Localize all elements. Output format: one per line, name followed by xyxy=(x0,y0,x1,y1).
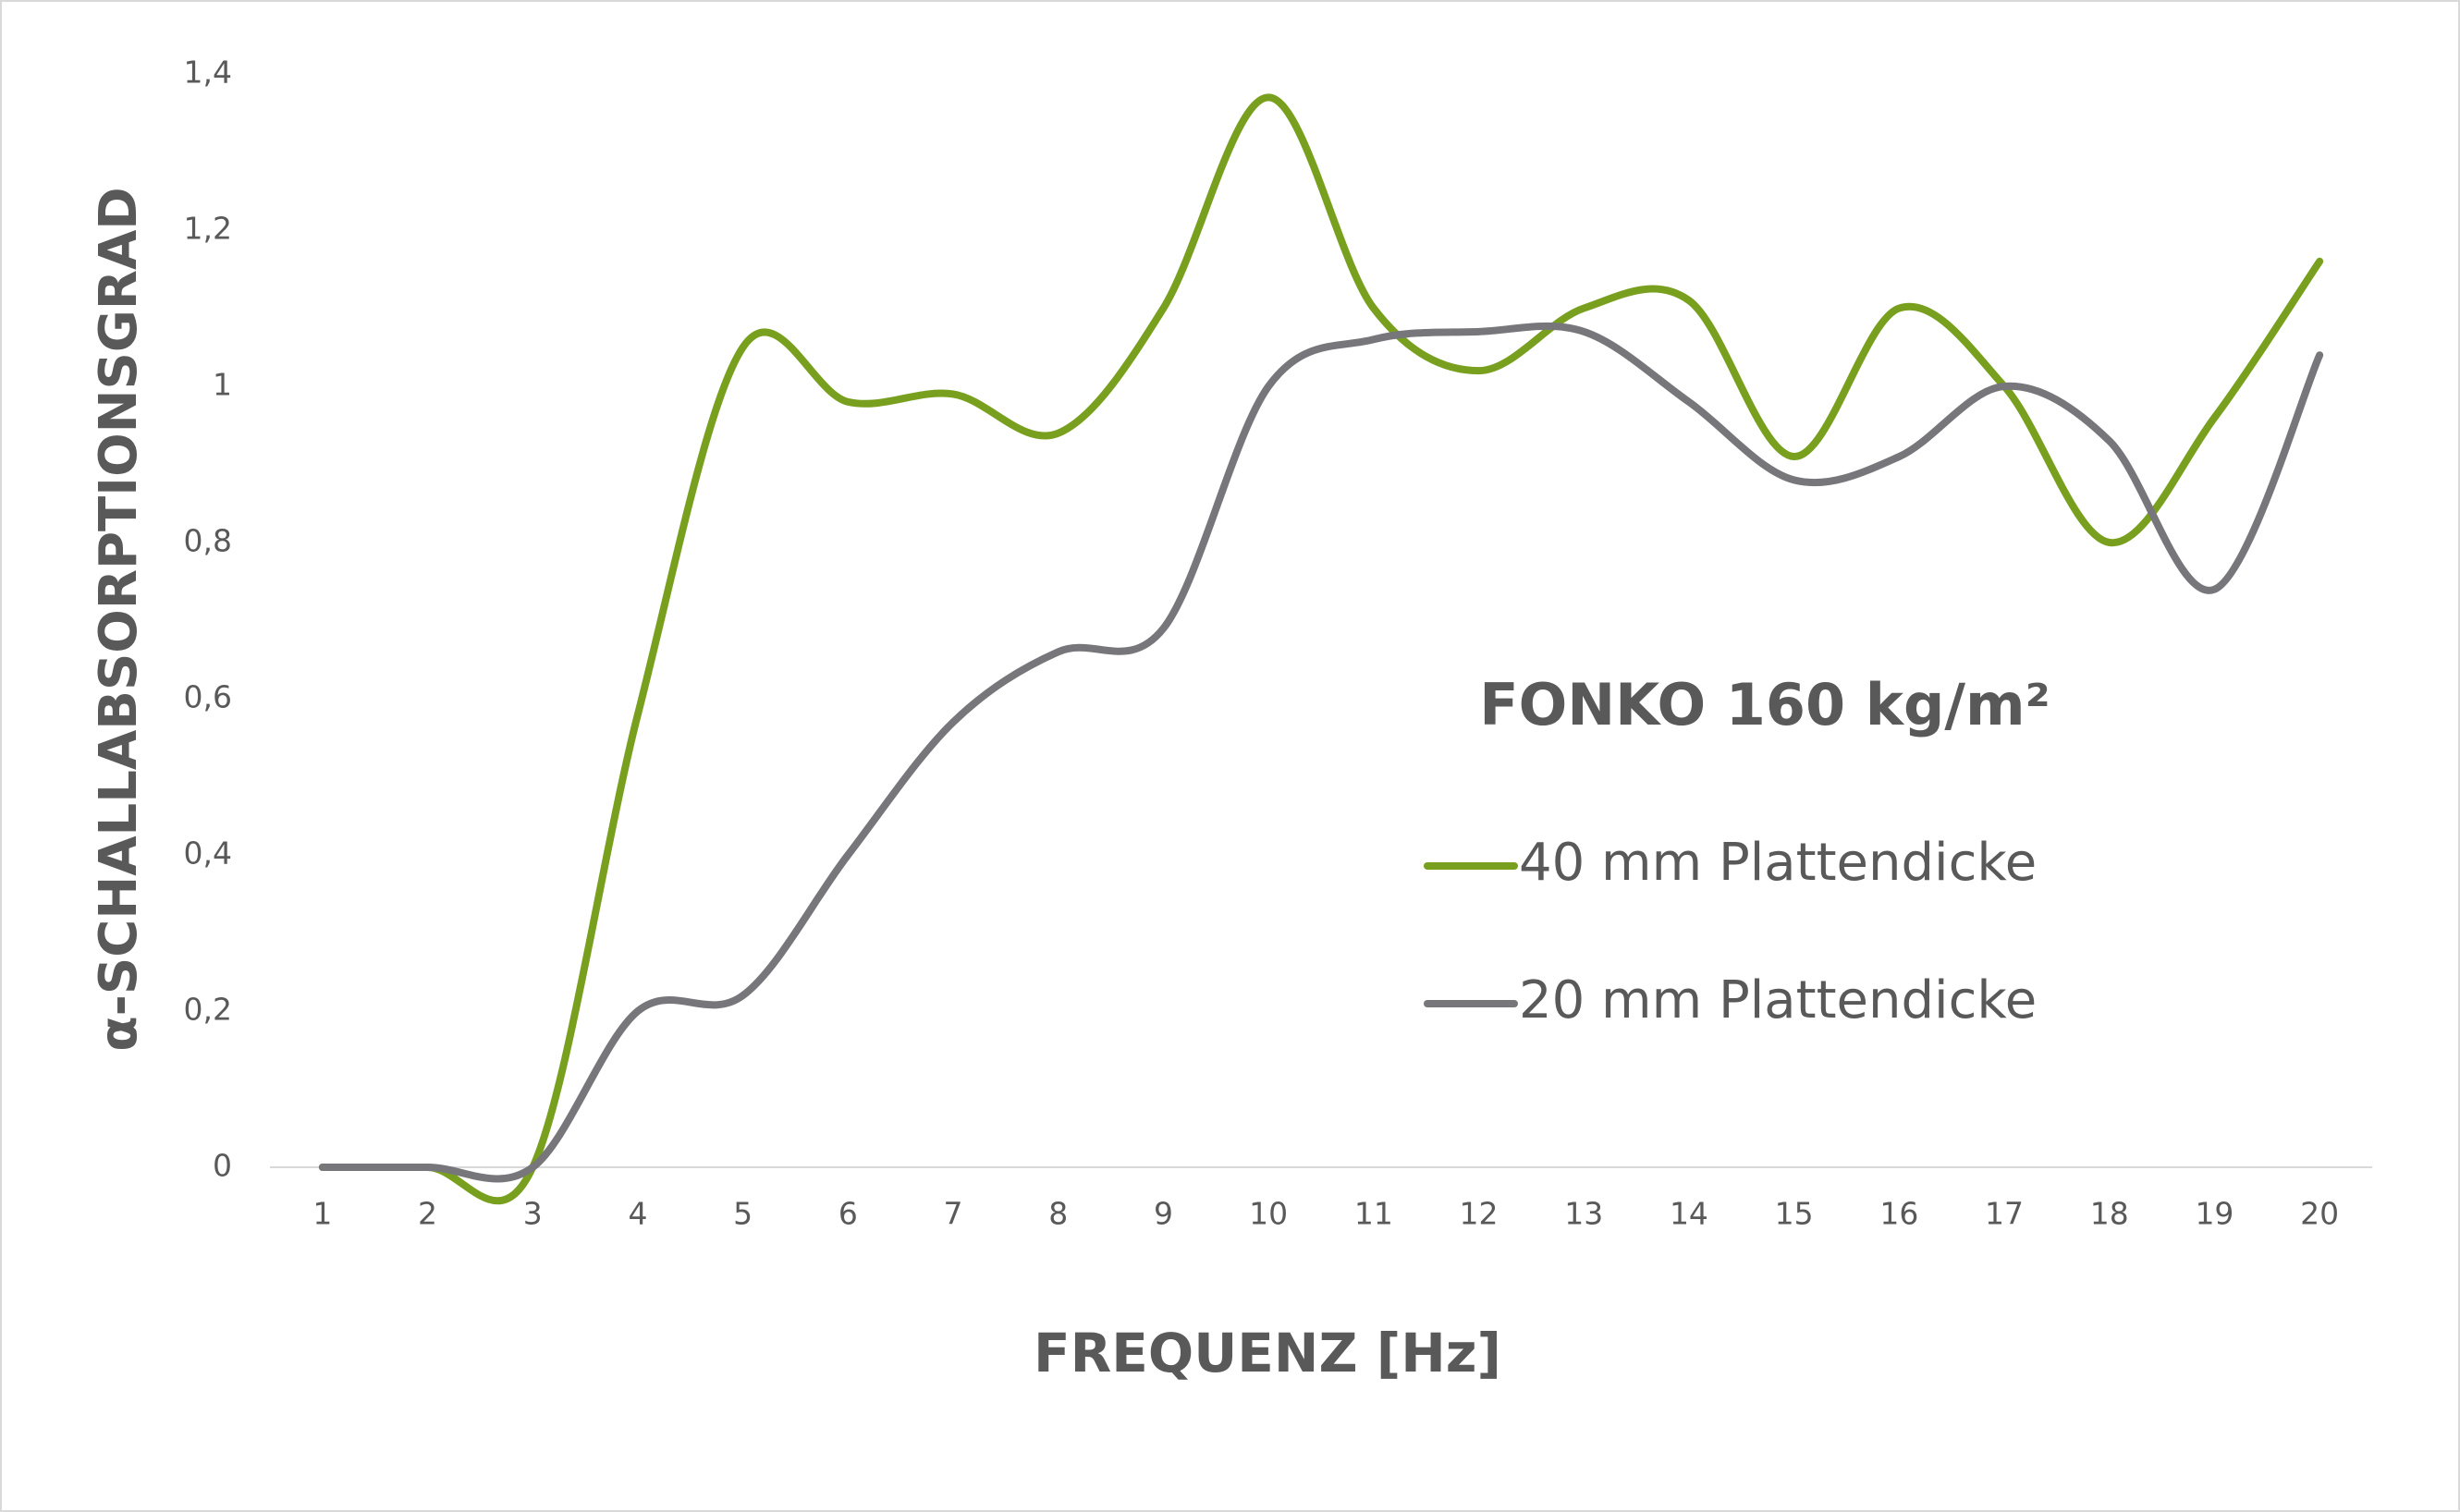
x-tick-label: 9 xyxy=(1154,1196,1173,1232)
y-tick-label: 1,4 xyxy=(184,55,232,91)
x-tick-label: 16 xyxy=(1879,1196,1918,1232)
y-tick-label: 0,4 xyxy=(184,835,232,872)
x-tick-label: 13 xyxy=(1564,1196,1603,1232)
x-tick-label: 6 xyxy=(838,1196,858,1232)
x-tick-label: 18 xyxy=(2090,1196,2129,1232)
series-line xyxy=(318,322,2324,1183)
x-tick-label: 3 xyxy=(523,1196,543,1232)
x-tick-label: 20 xyxy=(2300,1196,2339,1232)
series-line xyxy=(318,93,2324,1205)
y-tick-label: 0,2 xyxy=(184,992,232,1028)
x-tick-label: 15 xyxy=(1775,1196,1814,1232)
legend-label: 40 mm Plattendicke xyxy=(1519,833,2037,893)
y-tick-label: 0 xyxy=(213,1148,232,1184)
x-tick-label: 1 xyxy=(312,1196,332,1232)
x-tick-label: 10 xyxy=(1249,1196,1288,1232)
legend-label: 20 mm Plattendicke xyxy=(1519,970,2037,1030)
y-tick-label: 1 xyxy=(213,367,232,403)
y-tick-label: 0,8 xyxy=(184,523,232,559)
x-tick-label: 17 xyxy=(1985,1196,2024,1232)
y-tick-label: 1,2 xyxy=(184,211,232,247)
y-axis-title: α-SCHALLABSORPTIONSGRAD xyxy=(89,187,149,1052)
x-tick-label: 4 xyxy=(628,1196,647,1232)
x-tick-label: 14 xyxy=(1670,1196,1708,1232)
x-tick-label: 19 xyxy=(2195,1196,2234,1232)
y-tick-label: 0,6 xyxy=(184,679,232,715)
x-tick-label: 12 xyxy=(1460,1196,1499,1232)
x-tick-label: 7 xyxy=(944,1196,963,1232)
x-tick-label: 2 xyxy=(418,1196,437,1232)
x-tick-label: 5 xyxy=(733,1196,753,1232)
x-tick-label: 11 xyxy=(1354,1196,1393,1232)
x-tick-label: 8 xyxy=(1048,1196,1068,1232)
chart-title: FONKO 160 kg/m² xyxy=(1479,671,2050,738)
x-axis-title: FREQUENZ [Hz] xyxy=(1034,1322,1501,1384)
